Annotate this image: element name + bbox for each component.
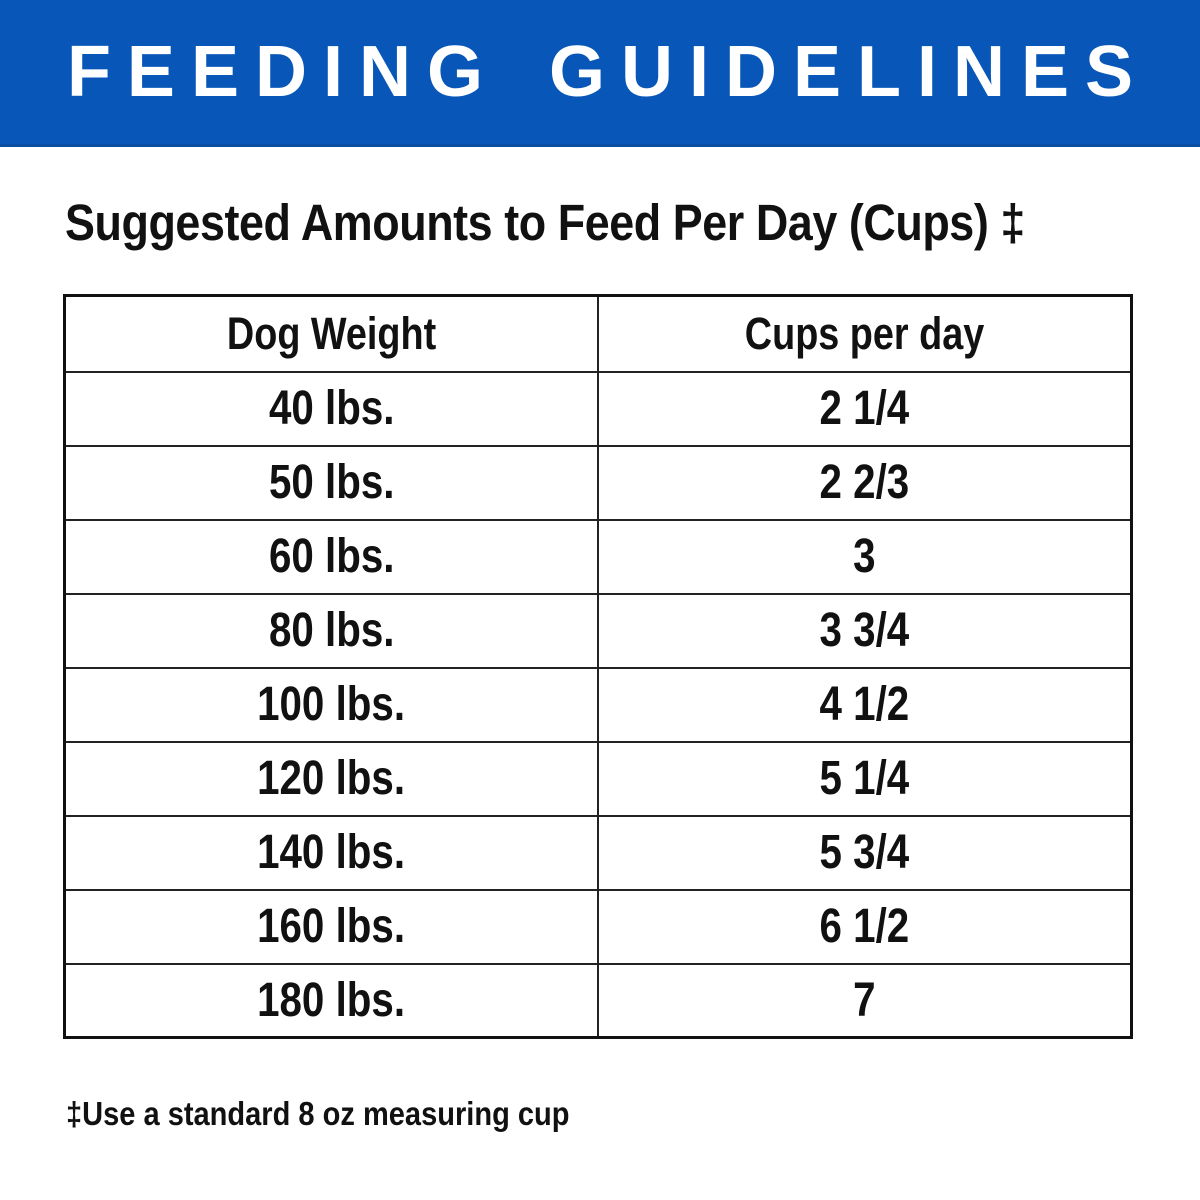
cups-per-day-value: 3 3/4 [819, 604, 910, 657]
dog-weight-value: 140 lbs. [257, 826, 406, 879]
feeding-table: Dog Weight Cups per day 40 lbs. 2 1/4 50… [63, 294, 1133, 1039]
cups-per-day-value: 4 1/2 [819, 678, 910, 731]
dog-weight-value: 50 lbs. [268, 456, 395, 509]
column-header-dog-weight-label: Dog Weight [226, 307, 437, 359]
dog-weight-value: 160 lbs. [257, 900, 406, 953]
cups-per-day-value: 7 [853, 973, 876, 1027]
cups-per-day-cell: 3 [597, 518, 1133, 595]
page-title: Suggested Amounts to Feed Per Day (Cups)… [65, 193, 1160, 252]
column-header-cups-per-day: Cups per day [597, 294, 1133, 373]
banner-title: FEEDING GUIDELINES [66, 32, 1150, 112]
cups-per-day-cell: 5 3/4 [597, 814, 1133, 891]
dog-weight-value: 120 lbs. [257, 752, 406, 805]
table-row: 180 lbs. 7 [63, 962, 1133, 1039]
table-row: 40 lbs. 2 1/4 [63, 370, 1133, 447]
feeding-guidelines-banner: FEEDING GUIDELINES [0, 0, 1200, 147]
cups-per-day-cell: 5 1/4 [597, 740, 1133, 817]
dog-weight-value: 80 lbs. [268, 604, 395, 657]
cups-per-day-value: 5 3/4 [819, 826, 910, 879]
cups-per-day-cell: 4 1/2 [597, 666, 1133, 743]
table-header-row: Dog Weight Cups per day [63, 294, 1133, 373]
cups-per-day-cell: 2 1/4 [597, 370, 1133, 447]
table-row: 50 lbs. 2 2/3 [63, 444, 1133, 521]
cups-per-day-cell: 3 3/4 [597, 592, 1133, 669]
table-row: 60 lbs. 3 [63, 518, 1133, 595]
dog-weight-value: 180 lbs. [257, 973, 406, 1027]
dog-weight-cell: 140 lbs. [63, 814, 599, 891]
cups-per-day-value: 5 1/4 [819, 752, 910, 805]
table-row: 120 lbs. 5 1/4 [63, 740, 1133, 817]
cups-per-day-cell: 2 2/3 [597, 444, 1133, 521]
cups-per-day-value: 2 1/4 [819, 382, 910, 435]
dog-weight-value: 60 lbs. [268, 530, 395, 583]
dog-weight-cell: 50 lbs. [63, 444, 599, 521]
dog-weight-cell: 120 lbs. [63, 740, 599, 817]
dog-weight-value: 40 lbs. [268, 382, 395, 435]
table-row: 140 lbs. 5 3/4 [63, 814, 1133, 891]
dog-weight-value: 100 lbs. [257, 678, 406, 731]
dog-weight-cell: 60 lbs. [63, 518, 599, 595]
cups-per-day-cell: 6 1/2 [597, 888, 1133, 965]
table-row: 160 lbs. 6 1/2 [63, 888, 1133, 965]
dog-weight-cell: 40 lbs. [63, 370, 599, 447]
cups-per-day-value: 2 2/3 [819, 456, 910, 509]
dog-weight-cell: 160 lbs. [63, 888, 599, 965]
table-row: 80 lbs. 3 3/4 [63, 592, 1133, 669]
cups-per-day-cell: 7 [597, 962, 1133, 1039]
column-header-cups-per-day-label: Cups per day [744, 307, 985, 359]
cups-per-day-value: 3 [853, 530, 876, 583]
table-row: 100 lbs. 4 1/2 [63, 666, 1133, 743]
measuring-cup-footnote-text: ‡Use a standard 8 oz measuring cup [66, 1095, 570, 1132]
column-header-dog-weight: Dog Weight [63, 294, 599, 373]
dog-weight-cell: 80 lbs. [63, 592, 599, 669]
page-title-text: Suggested Amounts to Feed Per Day (Cups)… [65, 194, 1025, 251]
measuring-cup-footnote: ‡Use a standard 8 oz measuring cup [66, 1095, 1200, 1133]
dog-weight-cell: 100 lbs. [63, 666, 599, 743]
dog-weight-cell: 180 lbs. [63, 962, 599, 1039]
cups-per-day-value: 6 1/2 [819, 900, 910, 953]
